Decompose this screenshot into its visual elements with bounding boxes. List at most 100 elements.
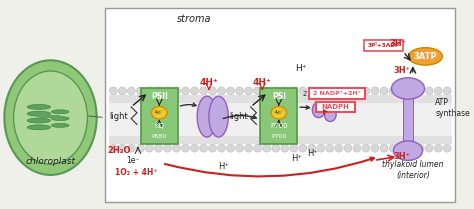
Ellipse shape: [271, 106, 287, 119]
Ellipse shape: [392, 78, 425, 99]
Ellipse shape: [416, 87, 424, 95]
Ellipse shape: [245, 144, 253, 152]
Text: ATP
synthase: ATP synthase: [435, 98, 470, 118]
Ellipse shape: [152, 106, 167, 119]
Ellipse shape: [326, 87, 334, 95]
Ellipse shape: [14, 71, 87, 164]
Ellipse shape: [389, 87, 397, 95]
Ellipse shape: [389, 144, 397, 152]
Ellipse shape: [353, 87, 361, 95]
Text: 4H⁺: 4H⁺: [200, 78, 218, 87]
Bar: [141, 88, 178, 144]
Ellipse shape: [335, 87, 343, 95]
Ellipse shape: [137, 87, 144, 95]
Ellipse shape: [281, 87, 289, 95]
Text: P700: P700: [270, 123, 288, 129]
Ellipse shape: [4, 60, 97, 175]
Ellipse shape: [371, 87, 379, 95]
Ellipse shape: [434, 144, 442, 152]
Text: KQ: KQ: [155, 123, 164, 129]
Ellipse shape: [344, 144, 352, 152]
Text: chloroplast: chloroplast: [26, 157, 75, 166]
Text: 3H⁺: 3H⁺: [394, 65, 410, 75]
Ellipse shape: [146, 87, 154, 95]
Text: 2H₂O: 2H₂O: [108, 146, 131, 155]
Ellipse shape: [344, 87, 352, 95]
Ellipse shape: [263, 87, 271, 95]
Text: 2 NADP⁺+2H⁺: 2 NADP⁺+2H⁺: [313, 91, 361, 96]
FancyArrowPatch shape: [181, 103, 196, 106]
Ellipse shape: [209, 87, 217, 95]
Ellipse shape: [308, 144, 316, 152]
Bar: [403, 96, 413, 147]
Ellipse shape: [290, 87, 298, 95]
Ellipse shape: [118, 144, 126, 152]
Text: H⁺: H⁺: [291, 154, 302, 163]
Text: 4e⁻: 4e⁻: [154, 110, 165, 115]
Text: H⁺: H⁺: [307, 149, 318, 158]
Ellipse shape: [128, 144, 135, 152]
Ellipse shape: [173, 144, 181, 152]
Ellipse shape: [209, 96, 228, 137]
Ellipse shape: [317, 144, 325, 152]
Ellipse shape: [245, 87, 253, 95]
Ellipse shape: [371, 144, 379, 152]
Ellipse shape: [200, 87, 208, 95]
Text: light: light: [229, 112, 248, 121]
Ellipse shape: [118, 87, 126, 95]
Text: 1e⁻: 1e⁻: [127, 156, 140, 165]
Text: P680: P680: [152, 134, 167, 139]
Ellipse shape: [197, 96, 217, 137]
Text: P700: P700: [271, 134, 286, 139]
Ellipse shape: [209, 144, 217, 152]
Text: 2: 2: [303, 91, 307, 97]
Ellipse shape: [335, 144, 343, 152]
Bar: [365, 40, 403, 51]
Text: 3H⁺: 3H⁺: [394, 152, 410, 161]
Ellipse shape: [254, 87, 262, 95]
Bar: [309, 88, 365, 99]
Ellipse shape: [425, 87, 433, 95]
Ellipse shape: [27, 104, 51, 109]
Ellipse shape: [27, 111, 51, 116]
Ellipse shape: [272, 144, 280, 152]
Ellipse shape: [191, 87, 199, 95]
Ellipse shape: [326, 144, 334, 152]
Ellipse shape: [173, 87, 181, 95]
Ellipse shape: [281, 144, 289, 152]
Ellipse shape: [299, 144, 307, 152]
Ellipse shape: [407, 144, 415, 152]
Ellipse shape: [236, 144, 244, 152]
Ellipse shape: [290, 144, 298, 152]
Bar: [109, 136, 452, 144]
Bar: [39, 115, 60, 118]
Text: 3H⁺: 3H⁺: [390, 39, 407, 48]
Text: 4H⁺: 4H⁺: [253, 78, 272, 87]
Ellipse shape: [398, 87, 406, 95]
Text: PSI: PSI: [272, 92, 286, 101]
Ellipse shape: [263, 144, 271, 152]
Ellipse shape: [443, 87, 451, 95]
Text: 3ATP: 3ATP: [414, 52, 438, 61]
Ellipse shape: [52, 117, 69, 121]
Bar: [109, 103, 452, 136]
FancyArrowPatch shape: [324, 110, 327, 114]
Text: 4e⁻: 4e⁻: [273, 110, 284, 115]
Ellipse shape: [299, 87, 307, 95]
Ellipse shape: [27, 118, 51, 123]
Ellipse shape: [362, 87, 370, 95]
Ellipse shape: [227, 87, 235, 95]
Text: 3Pᴵ+3ADP: 3Pᴵ+3ADP: [368, 43, 400, 48]
Ellipse shape: [236, 87, 244, 95]
Ellipse shape: [218, 144, 226, 152]
Ellipse shape: [218, 87, 226, 95]
Ellipse shape: [393, 141, 422, 160]
Ellipse shape: [52, 124, 69, 127]
Ellipse shape: [109, 87, 117, 95]
Ellipse shape: [155, 87, 163, 95]
FancyArrowPatch shape: [300, 106, 310, 109]
Ellipse shape: [416, 144, 424, 152]
Ellipse shape: [362, 144, 370, 152]
Text: stroma: stroma: [177, 14, 211, 24]
Ellipse shape: [200, 144, 208, 152]
